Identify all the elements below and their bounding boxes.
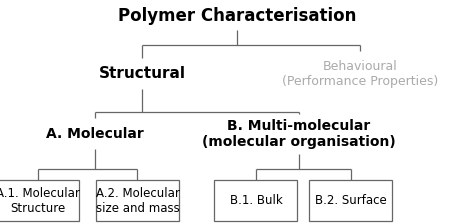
Text: Structural: Structural [99,66,186,81]
Text: B.2. Surface: B.2. Surface [315,194,387,207]
FancyBboxPatch shape [309,180,392,221]
Text: A. Molecular: A. Molecular [46,127,144,141]
FancyBboxPatch shape [0,180,79,221]
Text: B. Multi-molecular
(molecular organisation): B. Multi-molecular (molecular organisati… [202,119,395,149]
Text: Behavioural
(Performance Properties): Behavioural (Performance Properties) [282,60,438,88]
Text: A.2. Molecular
size and mass: A.2. Molecular size and mass [96,187,179,215]
Text: A.1. Molecular
Structure: A.1. Molecular Structure [0,187,80,215]
FancyBboxPatch shape [214,180,298,221]
Text: Polymer Characterisation: Polymer Characterisation [118,7,356,25]
FancyBboxPatch shape [96,180,179,221]
Text: B.1. Bulk: B.1. Bulk [229,194,283,207]
